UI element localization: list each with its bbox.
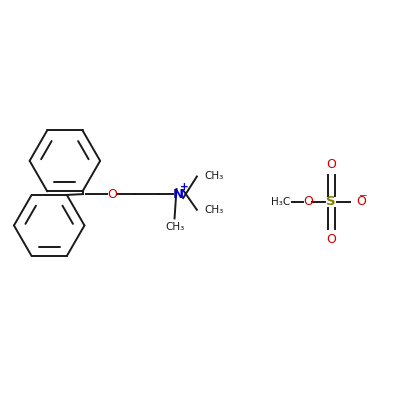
Text: O: O <box>107 188 117 201</box>
Text: H₃C: H₃C <box>271 197 290 207</box>
Text: S: S <box>326 196 336 208</box>
Text: O: O <box>303 196 313 208</box>
Text: N: N <box>173 188 184 201</box>
Text: CH₃: CH₃ <box>165 222 184 232</box>
Text: CH₃: CH₃ <box>204 205 223 215</box>
Text: O: O <box>326 233 336 246</box>
Text: +: + <box>180 182 189 192</box>
Text: O: O <box>357 196 366 208</box>
Text: −: − <box>359 191 368 201</box>
Text: CH₃: CH₃ <box>204 172 223 182</box>
Text: O: O <box>326 158 336 171</box>
